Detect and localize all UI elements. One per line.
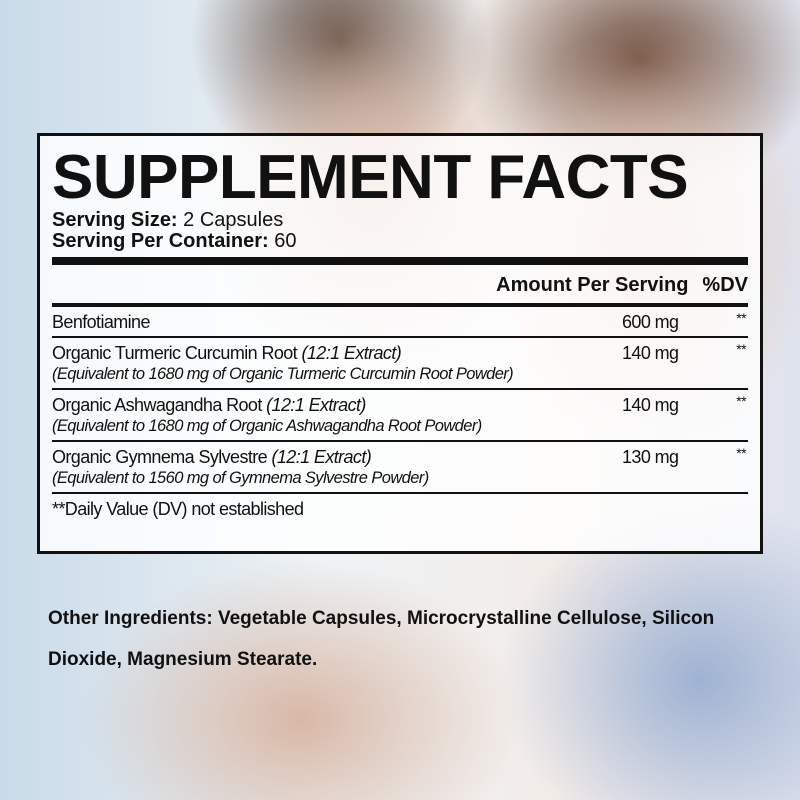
ingredient-equivalent: (Equivalent to 1560 mg of Gymnema Sylves… [52, 469, 429, 487]
amount-header: Amount Per Serving [496, 273, 689, 296]
ingredient-name: Organic Turmeric Curcumin Root [52, 343, 298, 363]
ingredient-equivalent: (Equivalent to 1680 mg of Organic Ashwag… [52, 417, 482, 435]
ingredient-row: Organic Gymnema Sylvestre (12:1 Extract)… [52, 442, 748, 494]
servings-per-container: Serving Per Container: 60 [52, 230, 297, 252]
other-ingredients: Other Ingredients: Vegetable Capsules, M… [48, 608, 715, 670]
ingredient-dv: ** [736, 310, 746, 326]
ingredient-amount: 140 mg [622, 343, 679, 363]
ingredient-amount: 140 mg [622, 395, 679, 415]
ingredient-amount: 130 mg [622, 447, 679, 467]
ingredient-row: Organic Ashwagandha Root (12:1 Extract) … [52, 390, 748, 442]
supplement-facts-panel: SUPPLEMENT FACTS Serving Size: 2 Capsule… [37, 133, 763, 554]
ingredient-dv: ** [736, 393, 746, 409]
ingredient-name: Benfotiamine [52, 312, 150, 332]
ingredient-extract: (12:1 Extract) [266, 395, 366, 415]
column-header: Amount Per Serving %DV [52, 265, 748, 303]
ingredient-extract: (12:1 Extract) [301, 343, 402, 363]
footnote: **Daily Value (DV) not established [52, 499, 304, 519]
ingredient-row: Organic Turmeric Curcumin Root (12:1 Ext… [52, 338, 748, 390]
ingredient-amount: 600 mg [622, 312, 679, 332]
ingredient-name: Organic Gymnema Sylvestre [52, 447, 268, 467]
divider-thick [52, 257, 748, 265]
panel-title: SUPPLEMENT FACTS [52, 143, 689, 212]
divider-medium [52, 303, 748, 307]
dv-header: %DV [702, 273, 748, 296]
ingredient-name: Organic Ashwagandha Root [52, 395, 262, 415]
ingredient-dv: ** [736, 341, 746, 357]
ingredient-dv: ** [736, 445, 746, 461]
ingredient-extract: (12:1 Extract) [271, 447, 372, 467]
ingredient-row: Benfotiamine 600 mg ** [52, 307, 748, 338]
serving-size: Serving Size: 2 Capsules [52, 209, 284, 231]
ingredient-equivalent: (Equivalent to 1680 mg of Organic Turmer… [52, 365, 514, 383]
